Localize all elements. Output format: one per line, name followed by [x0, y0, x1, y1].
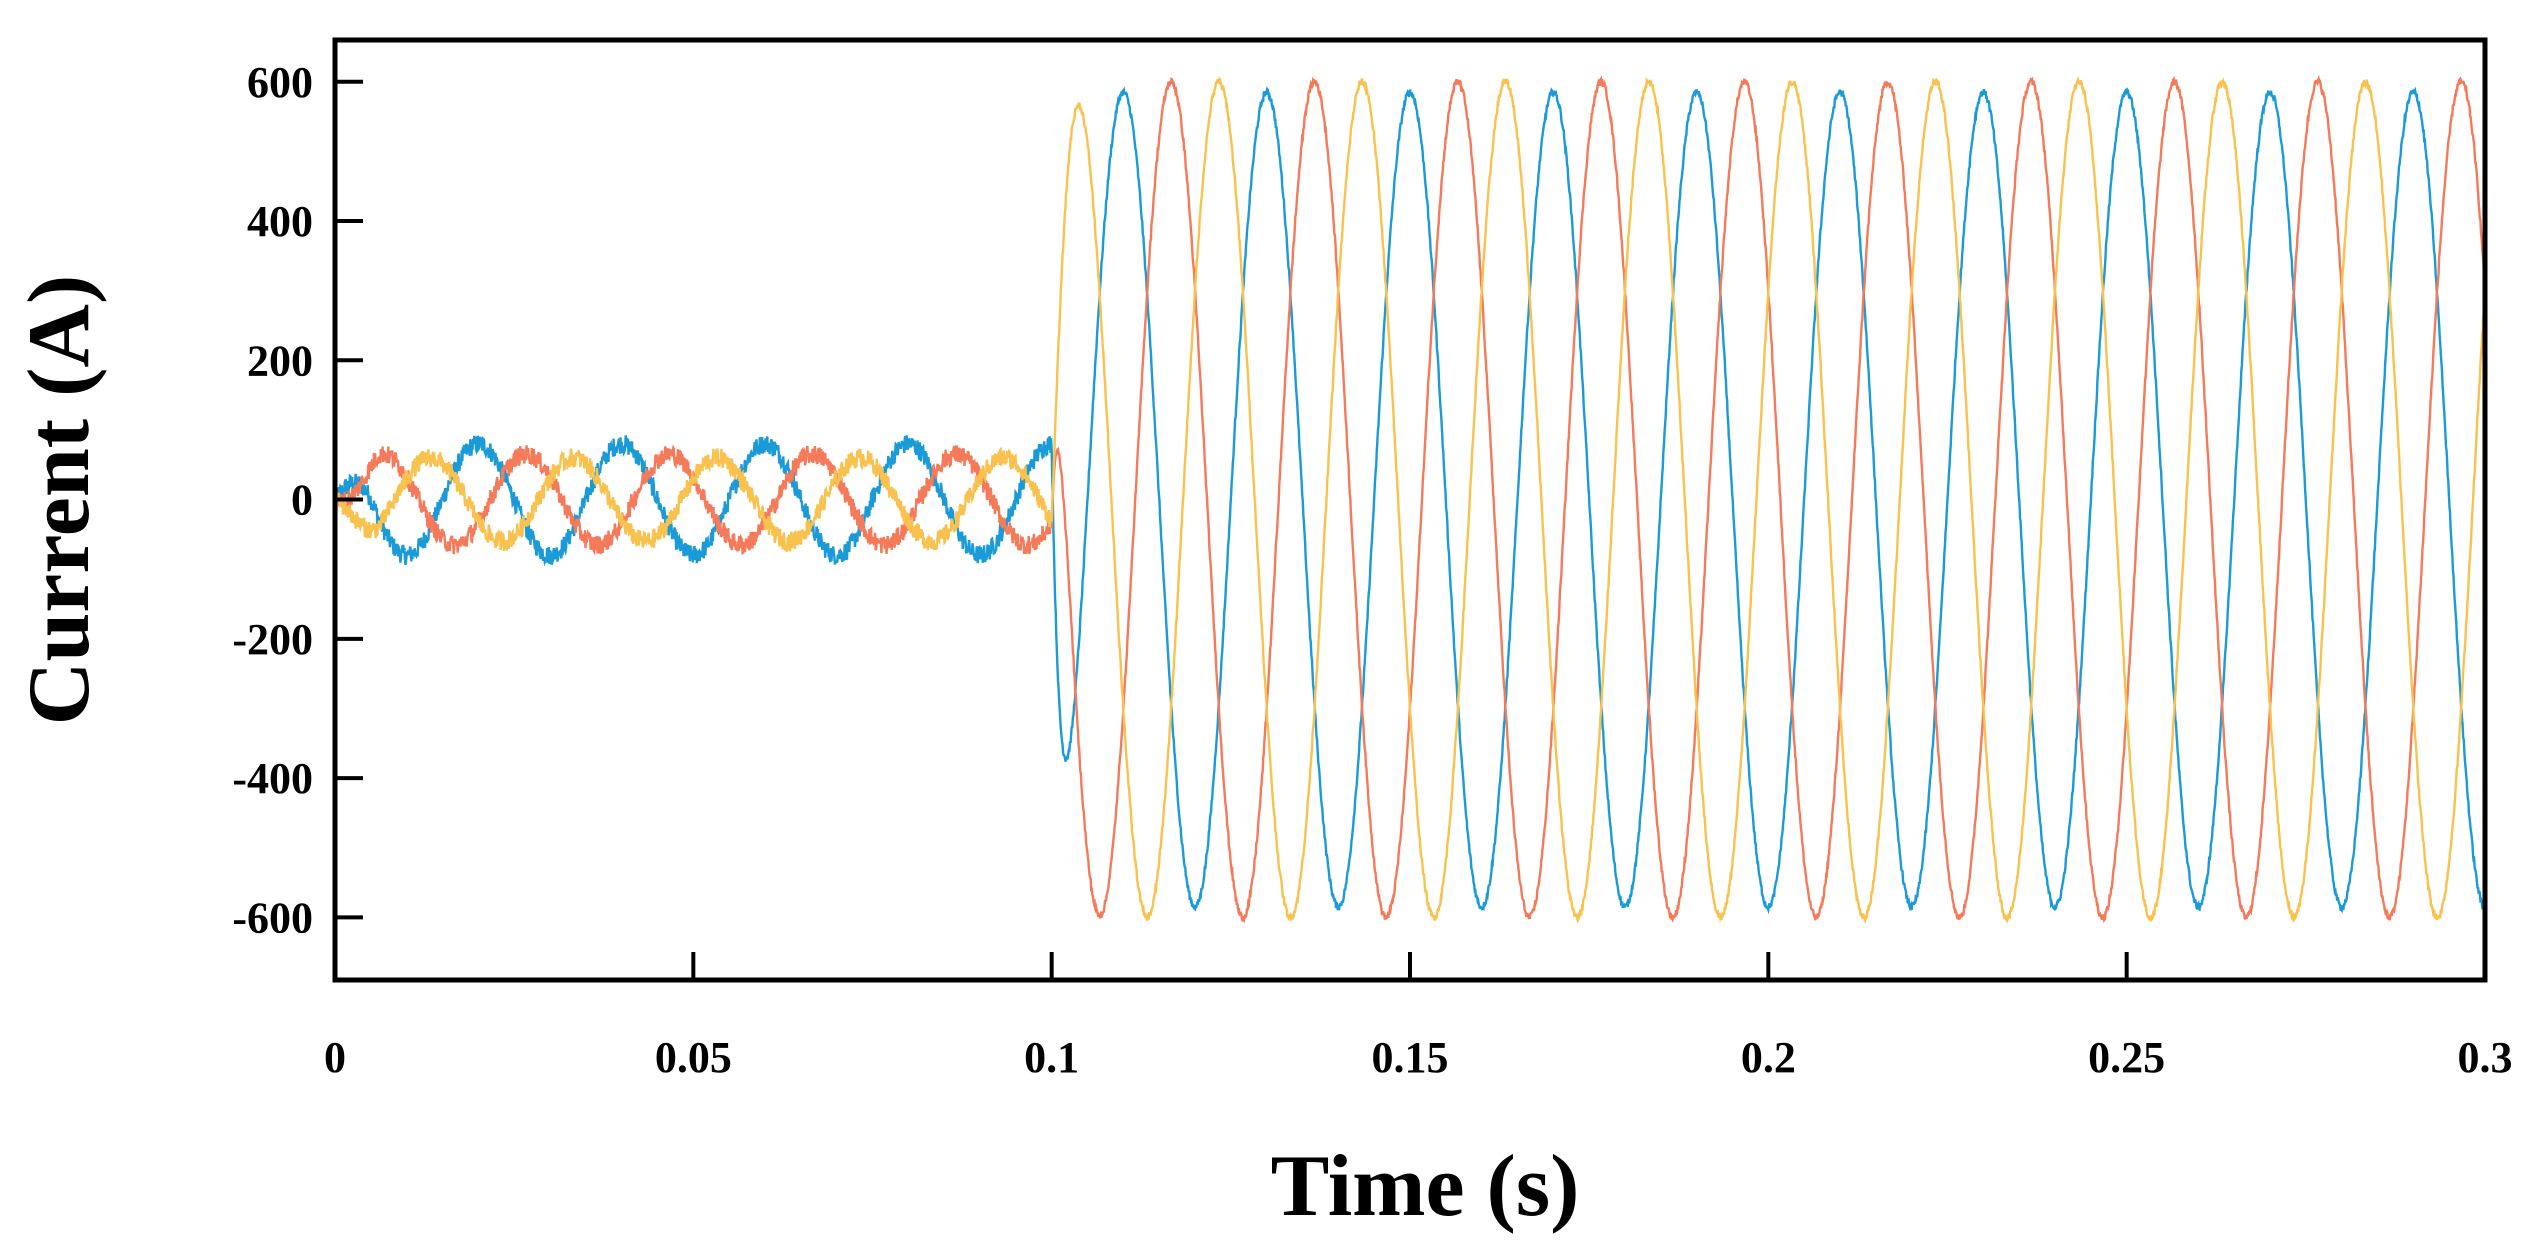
y-tick-label: 400 [247, 197, 313, 246]
y-axis-label: Current (A) [11, 275, 108, 725]
x-tick-label: 0.25 [2088, 1033, 2165, 1082]
x-tick-label: 0.3 [2458, 1033, 2513, 1082]
x-tick-label: 0.15 [1372, 1033, 1449, 1082]
x-tick-label: 0 [324, 1033, 346, 1082]
series-line-1 [335, 86, 2485, 915]
x-axis-label: Time (s) [1271, 1138, 1580, 1235]
series-line-3 [335, 75, 2485, 925]
y-tick-label: -400 [232, 754, 313, 803]
axes-layer: 600 400 200 0 -200 -400 -600 0 0.05 0.1 0.15 0.2 0.2… [232, 37, 2513, 1082]
x-tick-label: 0.1 [1024, 1033, 1079, 1082]
y-tick-label: 200 [247, 336, 313, 385]
y-tick-label: -200 [232, 615, 313, 664]
y-tick-label: 600 [247, 58, 313, 107]
x-tick-label: 0.05 [655, 1033, 732, 1082]
y-tick-label: 0 [291, 476, 313, 525]
x-tick-label: 0.2 [1741, 1033, 1796, 1082]
series-layer [335, 74, 2485, 925]
y-tick-label: -600 [232, 893, 313, 942]
